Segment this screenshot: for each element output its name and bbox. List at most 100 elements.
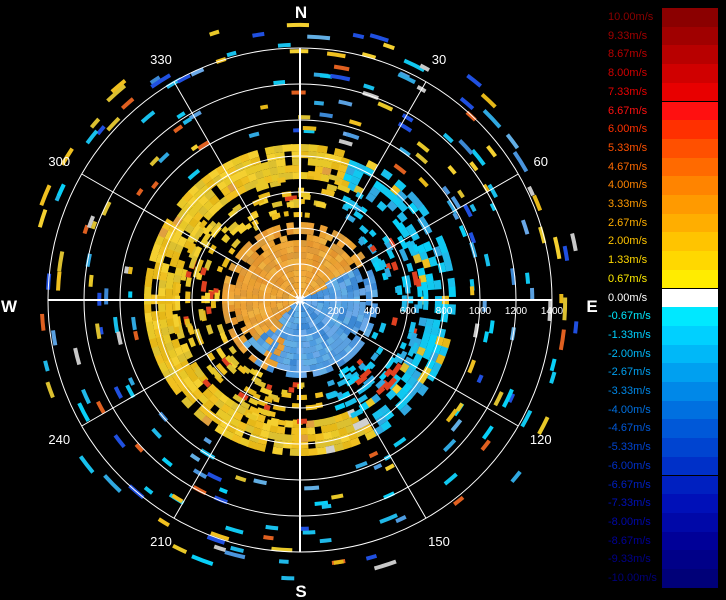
echo-cell (416, 141, 430, 153)
echo-cell (286, 258, 295, 266)
echo-cell (428, 256, 438, 267)
echo-cell (131, 316, 137, 331)
echo-cell (415, 152, 429, 165)
echo-cell (281, 279, 291, 289)
echo-cell (264, 285, 273, 295)
echo-cell (37, 208, 48, 228)
echo-cell (300, 144, 311, 152)
echo-cell (434, 303, 442, 314)
echo-cell (399, 403, 412, 416)
echo-cell (274, 151, 286, 161)
echo-cell (289, 340, 297, 348)
echo-cell (320, 173, 331, 183)
echo-cell (252, 163, 264, 173)
echo-cell (371, 409, 384, 421)
echo-cell (466, 73, 482, 88)
legend-swatch (662, 26, 718, 46)
echo-cell (282, 433, 293, 442)
echo-cell (187, 168, 201, 181)
echo-cell (570, 233, 578, 252)
echo-cell (57, 251, 65, 272)
echo-cell (260, 422, 272, 432)
echo-cell (180, 342, 190, 354)
echo-layer (37, 22, 579, 581)
echo-cell (445, 408, 458, 423)
compass-labels: N S E W (1, 3, 598, 600)
echo-cell (230, 545, 244, 554)
echo-cell (358, 287, 366, 296)
echo-cell (481, 425, 494, 440)
legend-entry: 4.00m/s (602, 176, 724, 195)
echo-cell (276, 343, 285, 352)
echo-cell (263, 356, 273, 366)
azimuth-spoke (299, 299, 519, 427)
echo-cell (421, 258, 431, 269)
legend-swatch (662, 569, 718, 588)
legend-swatch (662, 251, 718, 270)
echo-cell (188, 337, 196, 348)
legend-swatch (662, 531, 718, 551)
echo-cell (426, 369, 438, 382)
echo-cell (395, 515, 407, 524)
echo-cell (326, 379, 336, 387)
echo-cell (298, 192, 311, 198)
legend-entry: 6.67m/s (602, 101, 724, 121)
range-tick-label: 800 (436, 306, 453, 317)
echo-cell (438, 243, 449, 256)
echo-cell (274, 432, 285, 442)
echo-cell (520, 219, 530, 235)
polar-velocity-plot: 200 400 600 800 1000 1200 1400 30 60 120 150 210 24… (1, 3, 598, 600)
echo-cell (255, 274, 265, 284)
legend-label: -8.67m/s (608, 534, 651, 547)
echo-cell (150, 73, 172, 89)
echo-cell (221, 257, 231, 268)
legend-label: -0.67m/s (608, 310, 651, 323)
echo-cell (88, 274, 94, 287)
echo-cell (321, 431, 333, 441)
echo-cell (308, 345, 318, 354)
legend-entry: -7.33m/s (602, 494, 724, 513)
echo-cell (304, 315, 313, 324)
echo-cell (210, 299, 217, 309)
echo-cell (308, 170, 321, 178)
echo-cell (377, 101, 394, 112)
legend-entry: 9.33m/s (602, 26, 724, 46)
echo-cell (292, 264, 301, 271)
echo-cell (285, 370, 294, 378)
echo-cell (228, 304, 235, 313)
echo-cell (213, 544, 227, 553)
echo-cell (357, 394, 369, 404)
echo-cell (307, 158, 318, 167)
echo-cell (373, 463, 383, 471)
echo-cell (350, 408, 364, 419)
echo-cell (279, 350, 288, 359)
echo-cell (254, 232, 264, 242)
legend-swatch (662, 494, 718, 513)
echo-cell (291, 90, 306, 95)
echo-cell (191, 554, 214, 566)
echo-cell (227, 297, 235, 306)
echo-cell (416, 283, 423, 297)
echo-cell (442, 132, 454, 144)
echo-cell (314, 433, 325, 442)
echo-cell (351, 374, 360, 382)
echo-cell (144, 276, 153, 288)
echo-cell (272, 404, 286, 412)
echo-cell (305, 270, 314, 279)
echo-cell (417, 384, 429, 397)
echo-cell (158, 278, 167, 289)
echo-cell (465, 110, 477, 122)
echo-cell (202, 388, 214, 400)
echo-cell (245, 412, 258, 421)
echo-cell (396, 350, 408, 364)
echo-cell (351, 282, 360, 291)
echo-cell (245, 297, 253, 306)
echo-cell (312, 350, 321, 359)
echo-cell (365, 291, 372, 299)
echo-cell (369, 33, 389, 43)
echo-cell (279, 253, 289, 262)
echo-cell (333, 413, 344, 424)
echo-cell (364, 429, 377, 441)
echo-cell (336, 377, 349, 388)
echo-cell (160, 262, 170, 274)
